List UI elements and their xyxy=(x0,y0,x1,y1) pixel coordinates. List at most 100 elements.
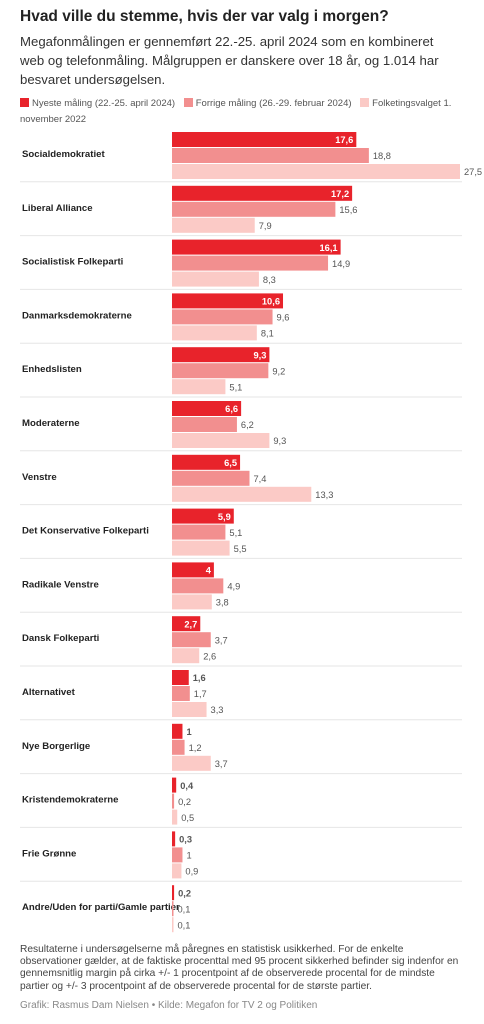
data-label: 3,3 xyxy=(211,705,224,715)
legend-label-election: Folketingsvalget 1. november 2022 xyxy=(20,98,452,125)
data-label: 4 xyxy=(206,566,212,576)
bar xyxy=(172,702,207,717)
bar xyxy=(172,562,214,578)
bar xyxy=(172,148,369,163)
bar xyxy=(172,379,226,395)
bar xyxy=(172,271,259,287)
data-label: 2,6 xyxy=(203,651,216,661)
bar-chart: Socialdemokratiet 17,6 18,8 27,5 Liberal All… xyxy=(20,132,482,933)
data-label: 2,7 xyxy=(184,619,197,629)
data-label: 7,9 xyxy=(259,221,272,231)
data-label: 0,2 xyxy=(178,888,191,898)
data-label: 5,1 xyxy=(229,382,242,392)
bar xyxy=(172,901,174,917)
footnote: Resultaterne i undersøgelserne må påregn… xyxy=(20,944,459,992)
data-label: 9,3 xyxy=(253,350,266,360)
category-label: Alternativet xyxy=(22,687,76,698)
bar xyxy=(172,454,241,470)
data-label: 6,6 xyxy=(225,404,238,414)
category-label: Dansk Folkeparti xyxy=(22,633,99,644)
category-label: Enhedslisten xyxy=(22,364,82,375)
data-label: 7,4 xyxy=(253,474,266,484)
data-label: 8,1 xyxy=(261,329,274,339)
data-label: 16,1 xyxy=(320,243,338,253)
bar xyxy=(172,325,257,341)
bar xyxy=(172,670,189,685)
data-label: 1,6 xyxy=(193,673,206,683)
bar xyxy=(172,616,201,632)
legend-swatch-latest xyxy=(20,98,29,107)
bar xyxy=(172,470,250,486)
data-label: 4,9 xyxy=(227,582,240,592)
bar xyxy=(172,686,190,701)
category-label: Radikale Venstre xyxy=(22,579,99,590)
category-label: Moderaterne xyxy=(22,418,80,429)
data-label: 3,7 xyxy=(215,635,228,645)
bar xyxy=(172,433,270,448)
bar xyxy=(172,885,175,901)
bar xyxy=(172,164,460,179)
chart-legend: Nyeste måling (22.-25. april 2024) Forri… xyxy=(20,96,460,128)
bar xyxy=(172,723,183,739)
legend-label-latest: Nyeste måling (22.-25. april 2024) xyxy=(32,98,176,109)
data-label: 17,2 xyxy=(331,189,349,199)
data-label: 0,9 xyxy=(185,867,198,877)
data-label: 5,1 xyxy=(229,528,242,538)
bar xyxy=(172,540,230,556)
category-label: Kristendemokraterne xyxy=(22,795,119,806)
data-label: 1 xyxy=(186,851,191,861)
bar xyxy=(172,239,341,255)
legend-item-latest: Nyeste måling (22.-25. april 2024) xyxy=(20,98,178,109)
data-label: 0,1 xyxy=(178,904,191,914)
bar xyxy=(172,755,211,771)
data-label: 1,7 xyxy=(194,689,207,699)
bar xyxy=(172,793,175,809)
bar xyxy=(172,347,270,363)
chart-title: Hvad ville du stemme, hvis der var valg … xyxy=(20,8,389,25)
data-label: 9,6 xyxy=(277,313,290,323)
bar xyxy=(172,809,178,825)
data-label: 6,5 xyxy=(224,458,237,468)
data-label: 3,7 xyxy=(215,759,228,769)
bar xyxy=(172,363,269,379)
source-credit: Grafik: Rasmus Dam Nielsen • Kilde: Mega… xyxy=(20,1000,318,1011)
bar xyxy=(172,401,242,416)
bar xyxy=(172,201,336,217)
category-label: Socialistisk Folkeparti xyxy=(22,257,123,268)
bar xyxy=(172,777,177,793)
data-label: 14,9 xyxy=(332,259,350,269)
legend-swatch-previous xyxy=(183,98,193,107)
bar xyxy=(172,217,255,233)
data-label: 5,5 xyxy=(234,544,247,554)
data-label: 3,8 xyxy=(216,598,229,608)
data-label: 1 xyxy=(186,727,191,737)
data-label: 1,2 xyxy=(189,743,202,753)
legend-item-election: Folketingsvalget 1. november 2022 xyxy=(20,98,451,125)
legend-label-previous: Forrige måling (26.-29. februar 2024) xyxy=(195,98,352,109)
legend-item-previous: Forrige måling (26.-29. februar 2024) xyxy=(183,98,354,109)
bar xyxy=(172,309,273,325)
data-label: 27,5 xyxy=(464,167,482,177)
category-label: Danmarksdemokraterne xyxy=(22,310,132,321)
bar xyxy=(172,632,211,648)
category-label: Det Konservative Folkeparti xyxy=(22,526,149,537)
bar xyxy=(172,863,182,879)
category-label: Socialdemokratiet xyxy=(22,149,105,160)
bar xyxy=(172,847,183,863)
bar xyxy=(172,524,226,540)
bar xyxy=(172,831,176,847)
bar xyxy=(172,648,200,664)
data-label: 9,2 xyxy=(272,366,285,376)
data-label: 10,6 xyxy=(262,297,280,307)
bar xyxy=(172,293,284,309)
data-label: 5,9 xyxy=(218,512,231,522)
category-label: Liberal Alliance xyxy=(22,203,93,214)
data-label: 6,2 xyxy=(241,420,254,430)
data-label: 0,1 xyxy=(178,920,191,930)
bar xyxy=(172,739,185,755)
bar xyxy=(172,917,174,933)
data-label: 13,3 xyxy=(315,490,333,500)
bar xyxy=(172,578,224,594)
category-label: Venstre xyxy=(22,472,57,483)
category-label: Frie Grønne xyxy=(22,848,76,859)
